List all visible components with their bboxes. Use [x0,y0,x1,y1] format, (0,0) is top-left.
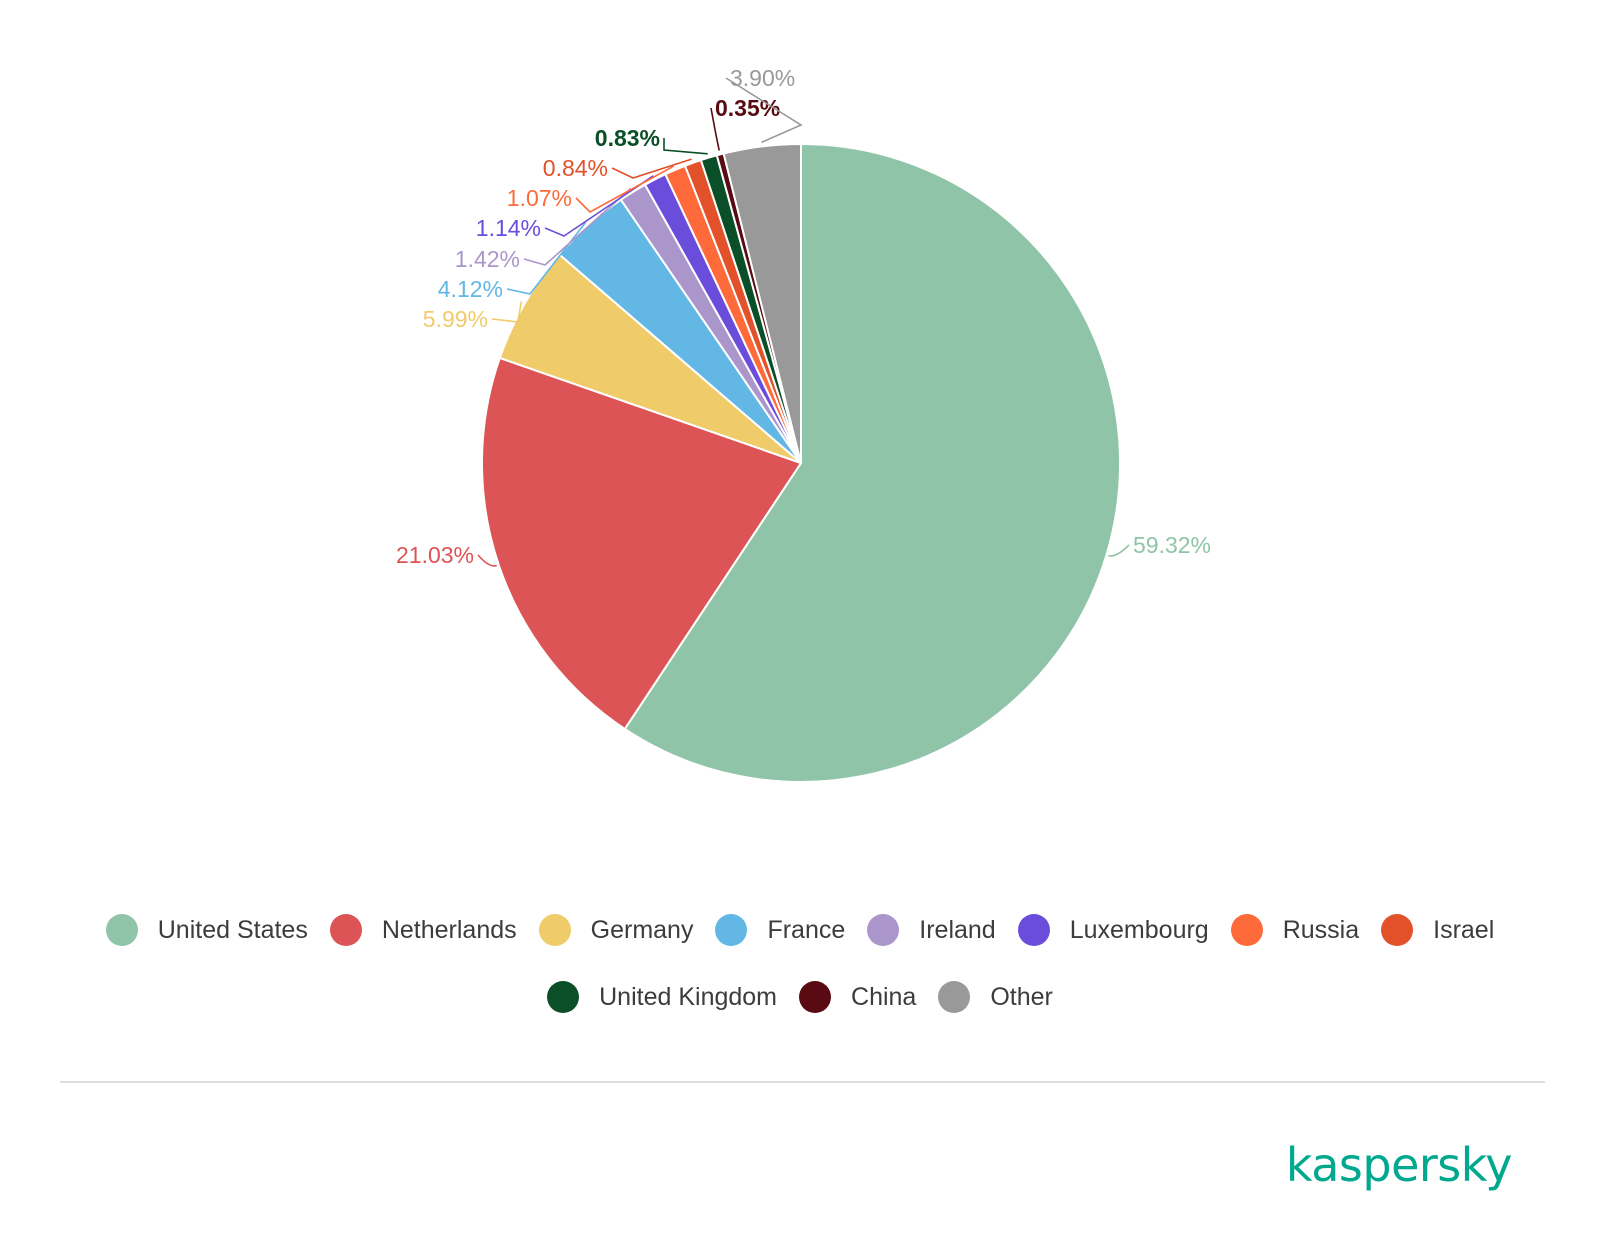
slice-germany [498,253,802,464]
kaspersky-logo: kaspersky [1285,1138,1513,1192]
legend-item-germany: Germany [538,914,694,946]
legend-item-russia: Russia [1230,914,1360,946]
legend-label: France [767,915,846,944]
divider [60,1081,1545,1083]
pie-chart: 59.32% 21.03% 5.99% 4.12% 1.42% 1.14% 1.07% 0.8… [396,65,1211,783]
leader-line-united-kingdom [663,138,708,155]
data-label-united-kingdom: 0.83% [595,125,660,151]
legend-item-israel: Israel [1381,914,1494,946]
pie-labels: 59.32% 21.03% 5.99% 4.12% 1.42% 1.14% 1.07% 0.8… [396,65,1211,568]
legend-label: Germany [590,915,694,944]
leader-line-luxembourg [544,175,654,237]
legend-swatch [329,914,362,946]
slice-other [722,142,802,464]
legend-label: United States [157,915,308,944]
legend-label: Russia [1282,915,1360,944]
legend-swatch [799,981,832,1013]
legend-item-china: China [799,981,916,1013]
legend-swatch [1381,914,1414,946]
leader-line-united-states [1108,544,1130,557]
legend-item-other: Other [938,981,1053,1013]
legend-label: United Kingdom [599,982,778,1011]
legend-item-netherlands: Netherlands [329,914,517,946]
legend-swatch [867,914,900,946]
leader-line-ireland [523,187,632,266]
legend-label: Other [990,982,1053,1011]
legend-item-france: France [715,914,845,946]
legend-label: Ireland [919,915,996,944]
leader-line-netherlands [477,554,498,567]
pie-slices [481,142,1121,783]
legend-label: Israel [1433,915,1495,944]
legend-item-ireland: Ireland [867,914,996,946]
data-label-other: 3.90% [730,65,795,91]
data-label-germany: 5.99% [423,306,488,332]
slice-netherlands [481,356,803,731]
legend-swatch [105,914,138,946]
legend-item-luxembourg: Luxembourg [1017,914,1209,946]
data-label-luxembourg: 1.14% [476,215,541,241]
legend-label: China [851,982,917,1011]
data-label-netherlands: 21.03% [396,542,474,568]
legend-swatch [1230,914,1263,946]
data-label-israel: 0.84% [543,155,608,181]
slice-united-states [623,142,1121,783]
data-label-ireland: 1.42% [455,246,520,272]
leader-line-other [725,77,803,144]
legend-swatch [1017,914,1050,946]
legend-label: Luxembourg [1069,915,1209,944]
legend-swatch [938,981,971,1013]
data-label-china: 0.35% [715,95,780,121]
data-label-united-states: 59.32% [1133,532,1211,558]
legend-row-1: United States Netherlands Germany France Ire… [0,914,1600,946]
leader-line-israel [611,158,692,179]
leader-line-china [710,107,720,151]
leader-line-germany [491,301,523,323]
legend-item-united-states: United States [105,914,308,946]
leader-line-russia [575,165,674,213]
legend-item-united-kingdom: United Kingdom [547,981,777,1013]
legend-row-2: United Kingdom China Other [0,981,1600,1013]
legend-swatch [715,914,748,946]
data-label-france: 4.12% [438,276,503,302]
legend-swatch [538,914,571,946]
legend-label: Netherlands [381,915,517,944]
legend-swatch [547,981,580,1013]
data-label-russia: 1.07% [507,185,572,211]
